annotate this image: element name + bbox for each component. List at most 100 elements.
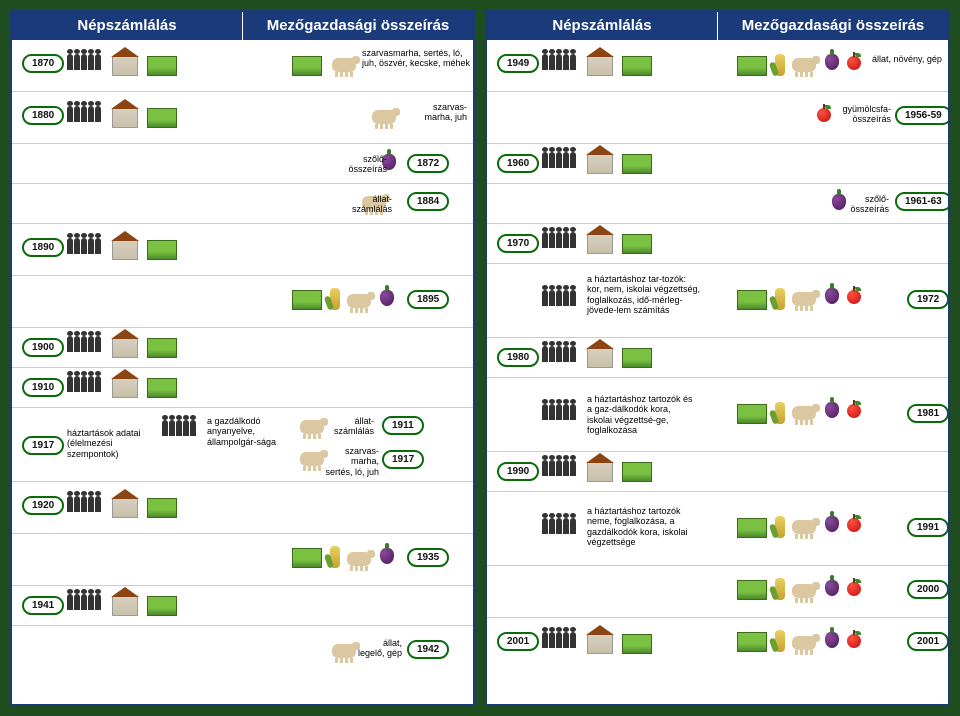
year-badge: 2000 <box>907 580 949 599</box>
year-badge: 1910 <box>22 378 64 397</box>
year-badge: 1917 <box>22 436 64 455</box>
field-icon <box>147 108 177 128</box>
cow-icon <box>792 58 816 72</box>
label-text: háztartások adatai (élelmezési szemponto… <box>67 428 147 459</box>
house-icon <box>112 56 138 76</box>
people-icon <box>67 594 101 610</box>
header-agri-r: Mezőgazdasági összeírás <box>718 12 948 40</box>
timeline-row: 1941 <box>12 586 473 626</box>
grapes-icon <box>825 54 839 70</box>
grapes-icon <box>825 402 839 418</box>
cow-icon <box>792 584 816 598</box>
cow-icon <box>332 58 356 72</box>
label-text: szőlő-összeírás <box>849 194 889 215</box>
timeline-row: 1970 <box>487 224 948 264</box>
timeline-row: 1980 <box>487 338 948 378</box>
year-badge: 1991 <box>907 518 949 537</box>
grapes-icon <box>380 290 394 306</box>
people-icon <box>542 404 576 420</box>
people-icon <box>542 152 576 168</box>
cow-icon <box>792 292 816 306</box>
house-icon <box>587 234 613 254</box>
apple-icon <box>847 56 861 70</box>
corn-icon <box>330 546 340 568</box>
house-icon <box>587 462 613 482</box>
field-icon <box>737 404 767 424</box>
field-icon <box>622 154 652 174</box>
timeline-row: a háztartáshoz tartozók neme, foglalkozá… <box>487 492 948 566</box>
year-badge: 1949 <box>497 54 539 73</box>
year-badge: 1870 <box>22 54 64 73</box>
label-text: állat, növény, gép <box>872 54 942 64</box>
header-census-r: Népszámlálás <box>487 12 718 40</box>
people-icon <box>542 460 576 476</box>
field-icon <box>737 518 767 538</box>
people-icon <box>67 54 101 70</box>
field-icon <box>622 348 652 368</box>
corn-icon <box>775 288 785 310</box>
grapes-icon <box>380 548 394 564</box>
year-badge: 1941 <box>22 596 64 615</box>
right-header: Népszámlálás Mezőgazdasági összeírás <box>487 12 948 40</box>
timeline-row: 1895 <box>12 276 473 328</box>
header-agri: Mezőgazdasági összeírás <box>243 12 473 40</box>
house-icon <box>112 596 138 616</box>
house-icon <box>112 240 138 260</box>
people-icon <box>542 518 576 534</box>
people-icon <box>542 346 576 362</box>
year-badge: 1895 <box>407 290 449 309</box>
timeline-row: szőlő-összeírás1872 <box>12 144 473 184</box>
year-badge: 1942 <box>407 640 449 659</box>
timeline-row: 2001 2001 <box>487 618 948 670</box>
cow-icon <box>347 294 371 308</box>
field-icon <box>737 580 767 600</box>
timeline-row: szőlő-összeírás 1961-63 <box>487 184 948 224</box>
field-icon <box>622 56 652 76</box>
timeline-row: 1920 <box>12 482 473 534</box>
year-badge: 2001 <box>497 632 539 651</box>
corn-icon <box>775 578 785 600</box>
left-header: Népszámlálás Mezőgazdasági összeírás <box>12 12 473 40</box>
grapes-icon <box>832 194 846 210</box>
field-icon <box>147 56 177 76</box>
cow-icon <box>372 110 396 124</box>
apple-icon <box>847 634 861 648</box>
cow-icon <box>347 552 371 566</box>
cow-icon <box>300 452 324 466</box>
year-badge: 1920 <box>22 496 64 515</box>
right-panel: Népszámlálás Mezőgazdasági összeírás 194… <box>485 10 950 706</box>
year-badge: 1960 <box>497 154 539 173</box>
label-text: a gazdálkodó anyanyelve, állampolgár-ság… <box>207 416 285 447</box>
timeline-row: a háztartáshoz tartozók és a gaz-dálkodó… <box>487 378 948 452</box>
timeline-row: 1910 <box>12 368 473 408</box>
house-icon <box>587 56 613 76</box>
grapes-icon <box>825 288 839 304</box>
timeline-row: állat-számlálás1884 <box>12 184 473 224</box>
corn-icon <box>330 288 340 310</box>
people-icon <box>67 238 101 254</box>
apple-icon <box>847 404 861 418</box>
field-icon <box>622 462 652 482</box>
year-badge: 1961-63 <box>895 192 950 211</box>
apple-icon <box>847 582 861 596</box>
year-badge: 1990 <box>497 462 539 481</box>
corn-icon <box>775 630 785 652</box>
timeline-row: 1890 <box>12 224 473 276</box>
people-icon <box>67 106 101 122</box>
apple-icon <box>847 518 861 532</box>
house-icon <box>112 498 138 518</box>
year-badge: 1880 <box>22 106 64 125</box>
timeline-row: gyümölcsfa-összeírás1956-59 <box>487 92 948 144</box>
grapes-icon <box>825 632 839 648</box>
people-icon <box>67 376 101 392</box>
field-icon <box>737 56 767 76</box>
year-badge: 1911 <box>382 416 424 435</box>
house-icon <box>587 154 613 174</box>
year-badge: 1900 <box>22 338 64 357</box>
label-text: szarvasmarha, sertés, ló, juh, öszvér, k… <box>362 48 472 69</box>
timeline-row: 1935 <box>12 534 473 586</box>
header-census: Népszámlálás <box>12 12 243 40</box>
timeline-row: a háztartáshoz tar-tozók: kor, nem, isko… <box>487 264 948 338</box>
house-icon <box>112 338 138 358</box>
year-badge: 2001 <box>907 632 949 651</box>
